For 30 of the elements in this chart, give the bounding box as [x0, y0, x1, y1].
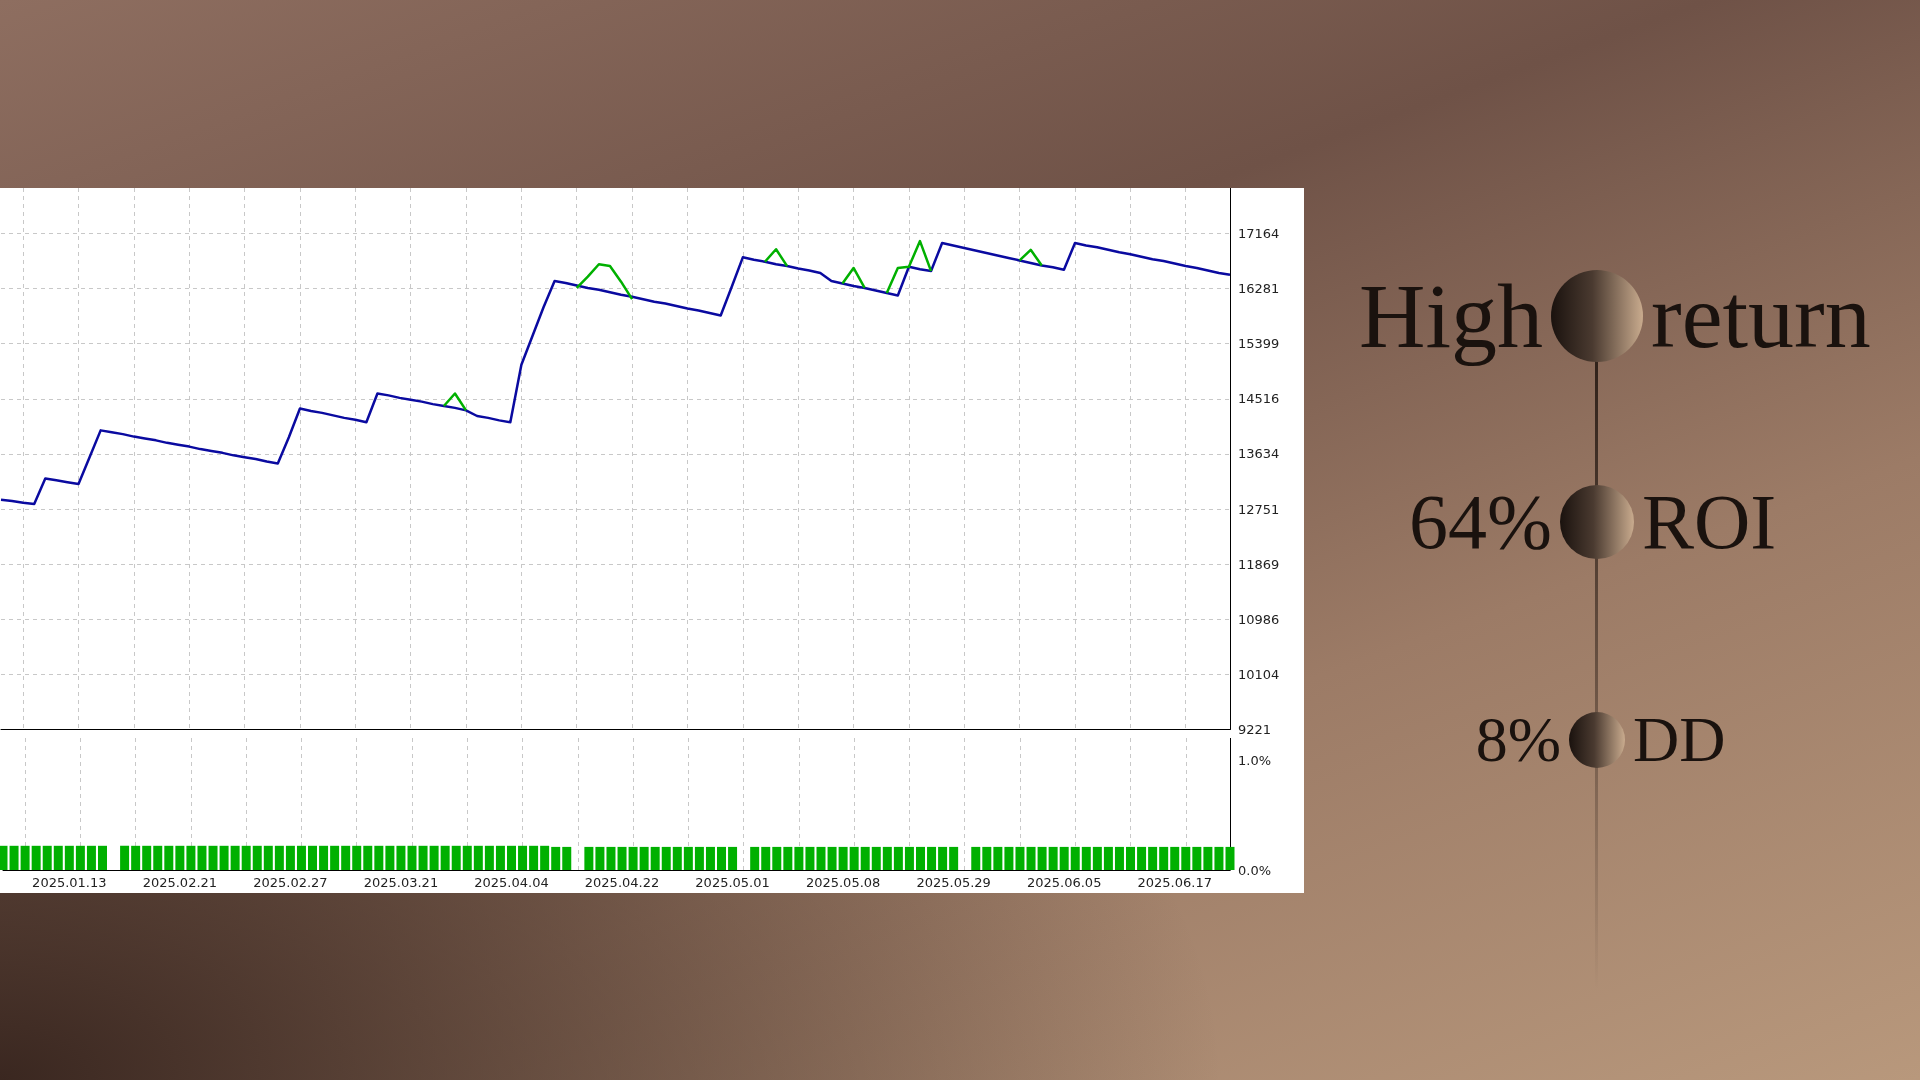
y-tick-label: 12751 — [1238, 501, 1280, 517]
y-tick-label: 10986 — [1238, 611, 1280, 627]
text: High — [1359, 265, 1543, 367]
y-tick-label: 0.0% — [1238, 862, 1272, 878]
line-series — [0, 241, 1232, 506]
x-tick-label: 2025.05.29 — [916, 875, 991, 890]
x-tick-label: 2025.05.08 — [805, 875, 881, 890]
y-tick-label: 9221 — [1238, 722, 1272, 737]
text: return — [1651, 265, 1871, 367]
text: DD — [1633, 704, 1726, 775]
x-tick-label: 2025.03.21 — [363, 875, 439, 890]
y-tick-label: 11869 — [1238, 556, 1280, 572]
text: ROI — [1642, 478, 1777, 565]
y-tick-label: 1.0% — [1238, 752, 1272, 768]
y-tick-label: 17164 — [1238, 225, 1280, 241]
x-tick-label: 2025.04.22 — [584, 875, 660, 890]
x-tick-label: 2025.01.13 — [32, 875, 107, 890]
y-tick-label: 14516 — [1238, 391, 1280, 407]
x-tick-label: 2025.05.01 — [695, 875, 770, 890]
text: 8% — [1475, 704, 1561, 775]
x-tick-label: 2025.06.05 — [1026, 875, 1102, 890]
y-tick-label: 13634 — [1238, 446, 1280, 462]
x-tick-label: 2025.04.04 — [474, 875, 549, 890]
x-tick-label: 2025.02.27 — [253, 875, 328, 890]
x-tick-label: 2025.02.21 — [142, 875, 218, 890]
y-tick-label: 10104 — [1238, 666, 1280, 682]
y-tick-label: 16281 — [1238, 281, 1280, 296]
x-tick-label: 2025.06.17 — [1137, 875, 1212, 890]
y-tick-label: 15399 — [1238, 336, 1280, 352]
text: 64% — [1409, 478, 1552, 565]
